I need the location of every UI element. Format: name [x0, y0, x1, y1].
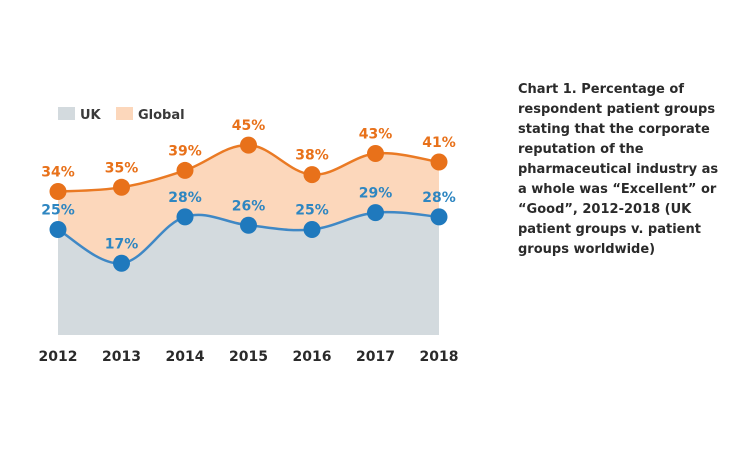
point-uk-2014 — [176, 208, 194, 226]
point-uk-2017 — [367, 204, 384, 222]
point-global-2014 — [176, 161, 194, 179]
legend: UK Global — [58, 107, 185, 123]
x-tick-label-2013: 2013 — [102, 349, 141, 365]
data-label-uk-2012: 25% — [41, 203, 75, 219]
point-global-2015 — [240, 136, 257, 154]
data-label-uk-2013: 17% — [105, 236, 139, 252]
point-global-2016 — [303, 166, 321, 184]
point-global-2013 — [113, 178, 130, 196]
data-label-uk-2016: 25% — [295, 203, 329, 219]
data-label-uk-2015: 26% — [232, 198, 266, 214]
data-label-global-2018: 41% — [422, 135, 456, 151]
chart: UK Global 34% 35% 39% 45% 38% 43% 41% 25% 17% 28%… — [39, 107, 459, 365]
data-label-uk-2018: 28% — [422, 190, 456, 206]
legend-label-uk: UK — [80, 108, 102, 123]
data-label-global-2015: 45% — [232, 118, 266, 134]
plot-area: 34% 35% 39% 45% 38% 43% 41% 25% 17% 28% 26% 25% 29% 2… — [39, 118, 459, 365]
data-label-global-2014: 39% — [168, 143, 202, 159]
point-global-2018 — [430, 153, 448, 171]
data-label-uk-2017: 29% — [359, 186, 393, 202]
chart-caption: Chart 1. Percentage of respondent patien… — [518, 82, 719, 257]
data-label-global-2016: 38% — [295, 148, 329, 164]
legend-swatch-global — [116, 107, 133, 120]
point-uk-2015 — [240, 216, 257, 234]
data-label-global-2017: 43% — [359, 127, 393, 143]
x-tick-label-2015: 2015 — [229, 349, 268, 365]
x-tick-label-2012: 2012 — [39, 349, 78, 365]
legend-item-global: Global — [116, 107, 185, 123]
x-tick-label-2014: 2014 — [166, 349, 205, 365]
x-tick-label-2016: 2016 — [293, 349, 332, 365]
x-tick-label-2018: 2018 — [420, 349, 459, 365]
data-label-global-2013: 35% — [105, 160, 139, 176]
legend-swatch-uk — [58, 107, 75, 120]
point-global-2012 — [49, 183, 67, 201]
legend-item-uk: UK — [58, 107, 102, 123]
point-uk-2012 — [49, 221, 67, 238]
data-label-uk-2014: 28% — [168, 190, 202, 206]
point-uk-2016 — [303, 221, 321, 238]
data-label-global-2012: 34% — [41, 165, 75, 181]
legend-label-global: Global — [138, 108, 185, 123]
point-uk-2013 — [113, 254, 130, 272]
x-tick-label-2017: 2017 — [356, 349, 395, 365]
point-uk-2018 — [430, 208, 448, 226]
point-global-2017 — [367, 145, 384, 163]
